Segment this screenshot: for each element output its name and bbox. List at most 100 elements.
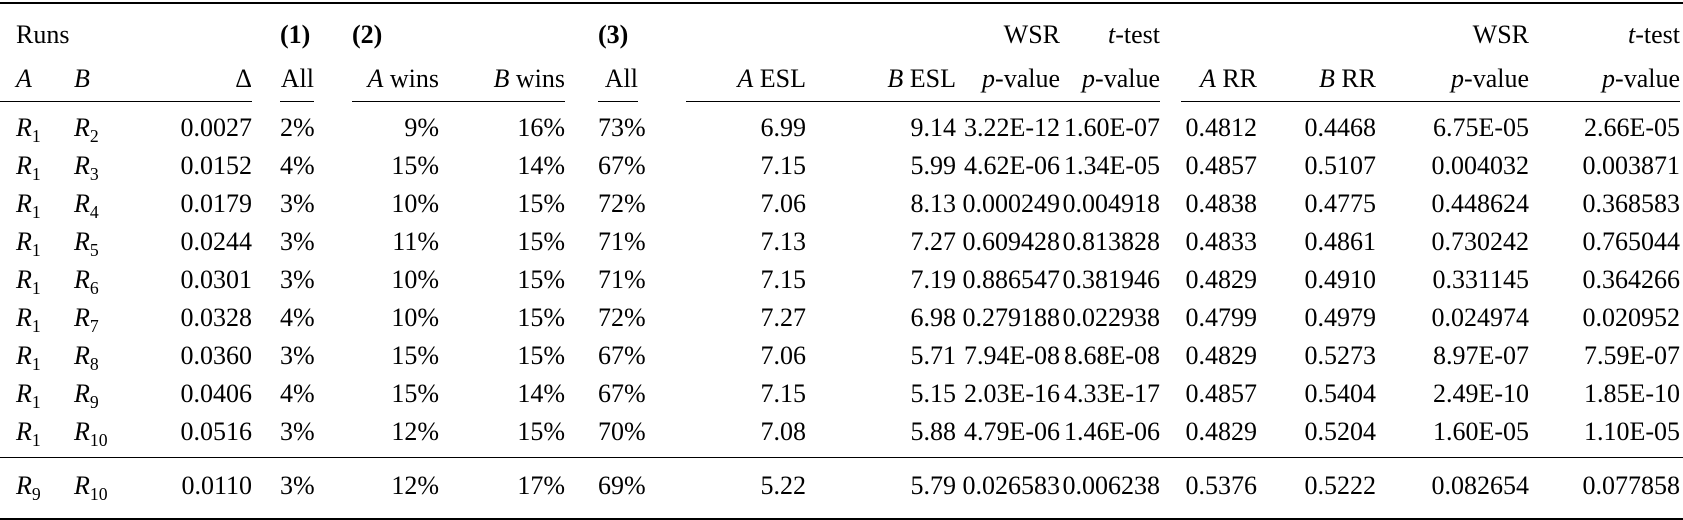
cell-delta: 0.0027 (180, 113, 253, 142)
cell-t2: 0.003871 (1582, 151, 1681, 180)
cell-b: R3 (74, 151, 99, 185)
cell-awins: 10% (391, 303, 439, 332)
cell-delta: 0.0301 (180, 265, 253, 294)
column-gutter (1160, 102, 1181, 148)
cell-a: R1 (16, 417, 41, 451)
cell-brr: 0.4861 (1304, 227, 1377, 256)
table-row: R1 R6 0.0301 3% 10% 15% 71% 7.15 7.19 0.886547 0.3… (0, 261, 1683, 299)
cell-awins: 11% (392, 227, 439, 256)
column-header-a: A (0, 50, 74, 102)
cell-wsr1: 0.026583 (956, 457, 1061, 519)
column-gutter (565, 299, 598, 337)
column-gutter (565, 102, 598, 148)
column-gutter (1160, 299, 1181, 337)
column-gutter (1160, 147, 1181, 185)
table-header: Runs (1) (2) (3) WSR t-test WSR t-test A B Δ All A w… (0, 3, 1683, 102)
cell-all3: 67% (598, 341, 646, 370)
column-gutter (314, 3, 352, 50)
cell-brr: 0.4910 (1304, 265, 1377, 294)
cell-all3: 67% (598, 151, 646, 180)
column-gutter (638, 3, 686, 50)
column-gutter (1160, 337, 1181, 375)
cell-arr: 0.4799 (1185, 303, 1258, 332)
group-header-rr-wsr: WSR (1472, 20, 1530, 49)
cell-wsr2: 0.082654 (1376, 457, 1530, 519)
group-header-esl-wsr: WSR (1003, 20, 1061, 49)
cell-wsr2: 1.60E-05 (1432, 417, 1530, 446)
cell-delta: 0.0179 (180, 189, 253, 218)
column-gutter (252, 50, 280, 102)
table-body: R1 R2 0.0027 2% 9% 16% 73% 6.99 9.14 3.22E-12 1.60… (0, 102, 1683, 458)
cell-wsr2: 0.730242 (1431, 227, 1530, 256)
cell-delta: 0.0328 (180, 303, 253, 332)
cell-t1: 1.34E-05 (1063, 151, 1161, 180)
column-header-row: A B Δ All A wins B wins All A ESL B ESL p-value p-… (0, 50, 1683, 102)
cell-wsr2: 0.024974 (1431, 303, 1530, 332)
cell-aesl: 7.15 (760, 151, 807, 180)
cell-a: R1 (16, 113, 41, 147)
cell-b: R9 (74, 379, 99, 413)
cell-aesl: 7.15 (760, 379, 807, 408)
cell-t1: 0.006238 (1060, 457, 1161, 519)
cell-aesl: 7.06 (760, 341, 807, 370)
cell-besl: 5.99 (910, 151, 957, 180)
cell-aesl: 7.13 (760, 227, 807, 256)
cell-b: R4 (74, 189, 99, 223)
cell-awins: 15% (391, 341, 439, 370)
cell-arr: 0.4857 (1185, 151, 1258, 180)
column-gutter (638, 50, 686, 102)
column-gutter (565, 457, 599, 519)
cell-t1: 1.46E-06 (1063, 417, 1161, 446)
column-gutter (1160, 261, 1181, 299)
cell-wsr1: 0.886547 (962, 265, 1061, 294)
cell-brr: 0.5222 (1257, 457, 1377, 519)
cell-b: R7 (74, 303, 99, 337)
cell-all1: 2% (280, 113, 315, 142)
group-header-empty (1181, 3, 1257, 50)
column-header-wsr2: p-value (1376, 50, 1530, 102)
cell-awins: 12% (352, 457, 439, 519)
column-gutter (314, 147, 352, 185)
column-gutter (565, 185, 598, 223)
cell-bwins: 14% (517, 379, 566, 408)
group-header-runs: Runs (16, 20, 70, 49)
column-gutter (1160, 185, 1181, 223)
cell-besl: 5.15 (910, 379, 957, 408)
column-header-besl: B ESL (806, 50, 957, 102)
table-row: R1 R8 0.0360 3% 15% 15% 67% 7.06 5.71 7.94E-08 8.6… (0, 337, 1683, 375)
column-header-awins: A wins (352, 50, 439, 102)
cell-arr: 0.4829 (1185, 417, 1258, 446)
cell-bwins: 15% (517, 303, 566, 332)
column-gutter (565, 261, 598, 299)
cell-wsr2: 0.448624 (1431, 189, 1530, 218)
cell-a: R9 (0, 457, 74, 519)
column-gutter (565, 147, 598, 185)
group-header-empty (686, 3, 806, 50)
column-gutter (1160, 375, 1181, 413)
column-header-t1: p-value (1060, 50, 1161, 102)
table-row: R1 R2 0.0027 2% 9% 16% 73% 6.99 9.14 3.22E-12 1.60… (0, 102, 1683, 148)
column-gutter (1160, 3, 1181, 50)
cell-all3: 71% (598, 265, 646, 294)
column-gutter (1160, 413, 1181, 458)
cell-bwins: 15% (517, 189, 566, 218)
cell-t2: 2.66E-05 (1583, 113, 1681, 142)
cell-awins: 9% (404, 113, 439, 142)
column-gutter (314, 102, 352, 148)
cell-brr: 0.5273 (1304, 341, 1377, 370)
cell-a: R1 (16, 303, 41, 337)
column-gutter (565, 375, 598, 413)
cell-besl: 8.13 (910, 189, 957, 218)
column-gutter (1680, 457, 1683, 519)
cell-wsr1: 4.62E-06 (963, 151, 1061, 180)
column-gutter (314, 337, 352, 375)
cell-besl: 7.19 (910, 265, 957, 294)
cell-wsr1: 0.609428 (962, 227, 1061, 256)
cell-a: R1 (16, 151, 41, 185)
column-gutter (252, 457, 280, 519)
column-gutter (565, 3, 598, 50)
cell-delta: 0.0110 (150, 457, 252, 519)
cell-wsr2: 6.75E-05 (1432, 113, 1530, 142)
cell-all1: 3% (280, 457, 315, 519)
